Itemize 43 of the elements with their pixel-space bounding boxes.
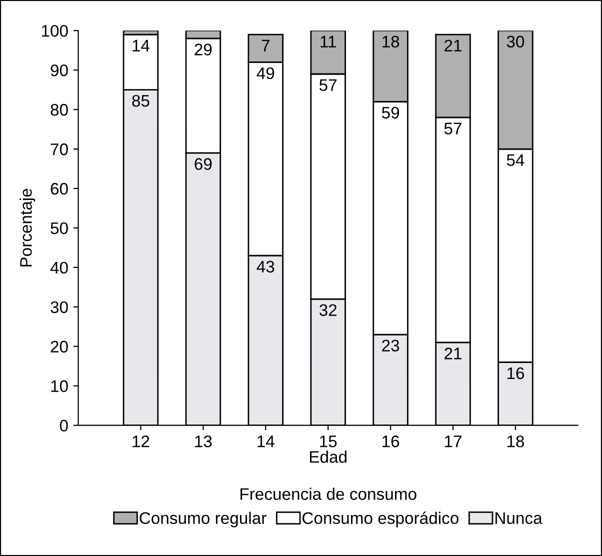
data-label: 69 [194,158,212,170]
y-tick-label: 70 [50,143,68,156]
x-tick-label: 18 [507,436,524,448]
legend-title: Frecuencia de consumo [240,488,416,500]
data-label: 57 [444,122,462,134]
data-label: 21 [444,40,462,52]
y-tick-label: 30 [50,301,68,314]
data-label: 54 [506,154,524,166]
data-label: 30 [506,36,524,48]
data-label: 18 [382,36,400,48]
data-label: 7 [262,40,270,52]
y-tick-label: 80 [50,104,68,116]
x-tick-label: 13 [195,436,212,448]
legend-label: Nunca [496,512,542,524]
y-tick-label: 50 [50,222,68,234]
data-label: 43 [256,260,274,273]
data-label: 59 [382,106,400,119]
y-tick-label: 100 [42,24,68,37]
data-label: 14 [132,40,150,52]
legend-label: Consumo esporádico [302,512,458,528]
x-tick-label: 17 [445,436,462,448]
y-axis-title: Porcentaje [20,188,36,266]
data-label: 32 [319,304,337,316]
legend-label: Consumo regular [140,512,266,528]
x-tick-label: 15 [320,436,337,448]
data-label: 57 [319,79,337,91]
x-axis-title: Edad [310,450,346,463]
x-tick-label: 12 [132,436,150,448]
data-label: 49 [256,67,274,80]
data-label: 11 [320,36,336,48]
x-tick-label: 14 [258,436,274,448]
y-tick-label: 10 [51,380,68,392]
y-tick-label: 90 [50,64,68,76]
data-label: 85 [132,94,150,107]
x-tick-label: 16 [382,436,400,448]
y-tick-label: 60 [50,182,68,195]
data-label: 16 [507,367,524,380]
data-label: 21 [444,348,462,360]
data-label: 29 [194,44,212,56]
y-tick-label: 0 [60,420,68,432]
data-label: 23 [382,340,400,352]
y-tick-label: 40 [50,262,68,274]
y-tick-label: 20 [50,340,68,353]
